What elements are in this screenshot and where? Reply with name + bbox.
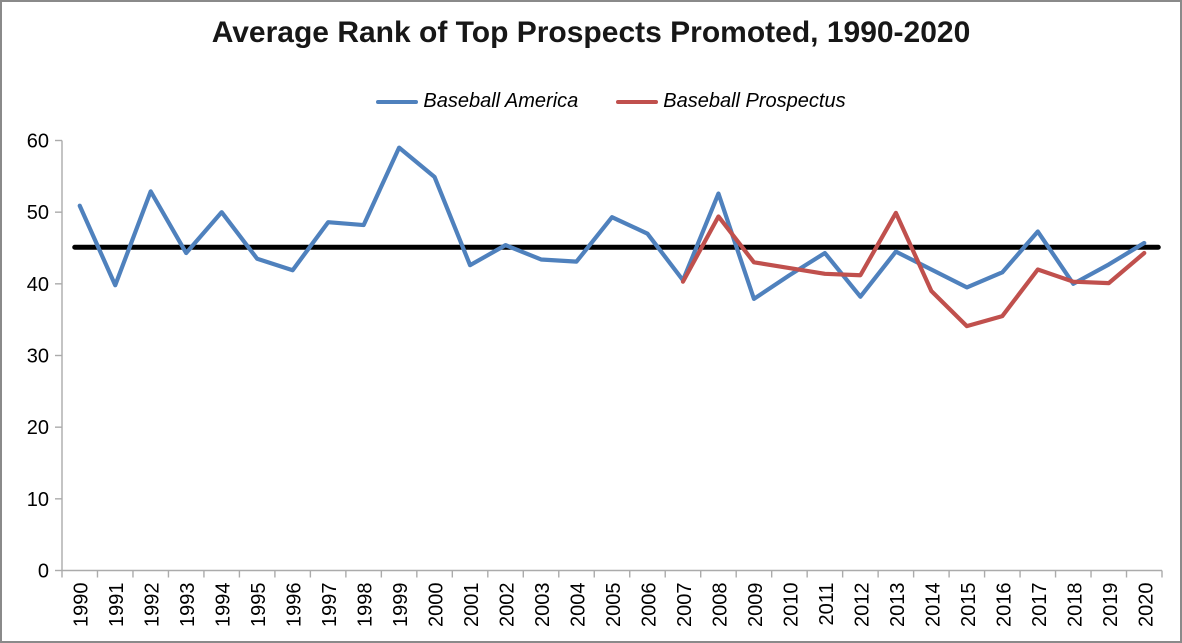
legend-swatch-baseball-prospectus <box>616 99 659 104</box>
series-line-baseball-prospectus <box>680 210 1147 329</box>
y-axis-tick-label: 10 <box>27 489 49 511</box>
chart-title: Average Rank of Top Prospects Promoted, … <box>211 16 971 49</box>
x-axis-year-label: 1991 <box>106 583 128 628</box>
legend-label-baseball-america: Baseball America <box>423 90 579 112</box>
x-axis-year-label: 2009 <box>745 583 767 628</box>
x-axis-year-label: 2011 <box>816 583 838 626</box>
x-axis-year-label: 2002 <box>497 583 519 628</box>
x-axis-year-label: 2018 <box>1064 583 1086 628</box>
legend: Baseball America Baseball Prospectus <box>62 90 1160 113</box>
y-axis-tick-label: 50 <box>27 202 49 224</box>
x-axis-year-label: 2014 <box>922 583 944 628</box>
x-axis-year-label: 2016 <box>993 582 1015 627</box>
x-axis-year-label: 2013 <box>887 583 909 628</box>
x-axis-year-label: 2003 <box>532 583 554 628</box>
x-axis-year-label: 1992 <box>142 583 164 628</box>
x-axis-year-label: 2006 <box>638 583 660 628</box>
x-axis-year-label: 2019 <box>1100 583 1122 628</box>
x-axis-year-label: 2012 <box>851 583 873 628</box>
x-axis-year-label: 2010 <box>780 583 802 628</box>
legend-label-baseball-prospectus: Baseball Prospectus <box>663 90 846 112</box>
y-axis-tick-label: 30 <box>27 346 49 368</box>
y-axis-tick-label: 0 <box>38 561 49 583</box>
x-axis-year-label: 2001 <box>461 583 483 628</box>
legend-item-baseball-prospectus: Baseball Prospectus <box>616 90 846 113</box>
x-axis-year-label: 2007 <box>674 583 696 628</box>
y-axis-tick-label: 20 <box>27 417 49 439</box>
series-line-baseball-america <box>77 145 1147 301</box>
x-axis-year-label: 2020 <box>1135 583 1157 628</box>
y-axis-tick-label: 40 <box>27 274 49 296</box>
x-axis-year-label: 2000 <box>426 583 448 628</box>
x-axis-year-label: 1996 <box>284 583 306 628</box>
x-axis-year-label: 2017 <box>1029 583 1051 628</box>
x-axis-year-label: 1990 <box>71 583 93 628</box>
x-axis-year-label: 2005 <box>603 583 625 628</box>
x-axis-year-label: 1994 <box>213 583 235 628</box>
x-axis-year-label: 2008 <box>709 583 731 628</box>
x-axis-year-label: 2015 <box>958 583 980 628</box>
x-axis-year-label: 1995 <box>248 583 270 628</box>
x-axis-year-label: 1997 <box>319 583 341 628</box>
x-axis-year-label: 1993 <box>177 583 199 628</box>
legend-swatch-baseball-america <box>376 99 419 104</box>
y-axis-tick-label: 60 <box>27 131 49 153</box>
x-axis-year-label: 2004 <box>568 583 590 628</box>
x-axis-year-label: 1998 <box>355 583 377 628</box>
legend-item-baseball-america: Baseball America <box>376 90 578 113</box>
x-axis-year-label: 1999 <box>390 583 412 628</box>
